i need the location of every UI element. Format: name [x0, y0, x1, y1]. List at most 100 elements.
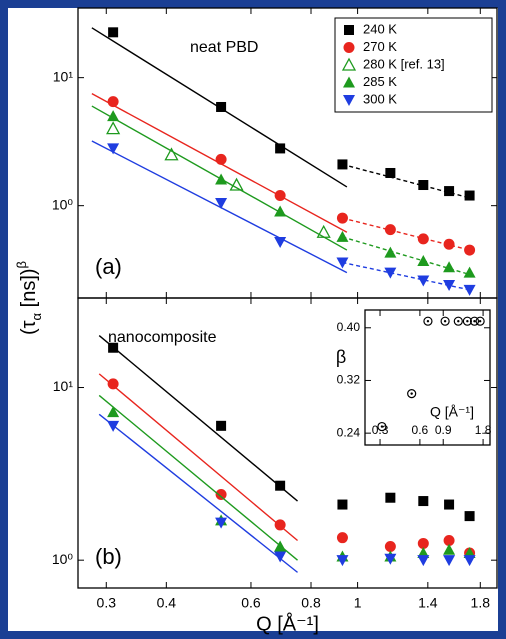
ring [377, 421, 387, 432]
marker [316, 224, 331, 238]
dot [478, 319, 482, 323]
x-tick-label: 0.3 [97, 595, 117, 611]
legend-marker [343, 76, 355, 88]
marker [384, 553, 397, 565]
marker [443, 555, 456, 567]
marker [384, 246, 397, 258]
y-tick-label: 0.32 [337, 373, 361, 387]
annotation: nanocomposite [108, 329, 217, 346]
legend-label: 300 K [363, 91, 397, 106]
marker [336, 257, 349, 269]
marker [418, 496, 429, 507]
marker [443, 535, 455, 547]
marker [274, 519, 286, 531]
x-tick-label: 0.6 [412, 423, 429, 437]
fit-line-dashed [342, 217, 470, 251]
marker [462, 316, 472, 326]
marker [423, 316, 433, 326]
y-label-part: [ns]) [18, 268, 40, 312]
marker [275, 480, 286, 491]
legend-marker [343, 42, 355, 53]
ring [453, 316, 463, 326]
marker [464, 511, 475, 522]
fit-line [91, 140, 348, 274]
legend-label: 280 K [ref. 13] [363, 56, 445, 71]
marker [274, 205, 287, 217]
marker [463, 266, 476, 278]
x-tick-label: 0.9 [435, 423, 452, 437]
marker [229, 177, 244, 191]
marker [443, 280, 456, 292]
marker [418, 180, 429, 191]
marker [464, 190, 475, 201]
marker [107, 143, 120, 155]
marker [385, 492, 396, 503]
marker [377, 421, 387, 432]
marker [215, 153, 227, 165]
legend-marker [344, 25, 354, 35]
marker [469, 316, 480, 326]
x-tick-label: 1.8 [471, 595, 491, 611]
marker [337, 499, 348, 510]
ring [469, 316, 480, 326]
annotation: neat PBD [190, 39, 258, 56]
legend-label: 240 K [363, 21, 397, 36]
marker [337, 159, 348, 170]
x-tick-label: 1.8 [475, 423, 492, 437]
marker [215, 517, 228, 529]
marker [475, 316, 485, 326]
y-tick-label: 10⁰ [52, 551, 74, 567]
marker [274, 237, 287, 249]
y-label: (τα [ns])β [14, 261, 44, 335]
legend-marker [343, 95, 355, 106]
ring [462, 316, 472, 326]
marker [107, 378, 119, 390]
marker [164, 147, 179, 161]
dot [443, 319, 447, 323]
x-tick-label: 0.6 [241, 595, 261, 611]
legend [334, 17, 493, 113]
marker [440, 316, 450, 326]
marker [274, 551, 287, 563]
marker [215, 197, 228, 209]
legend-label: 270 K [363, 39, 397, 54]
y-tick-label: 10¹ [53, 68, 74, 84]
fit-line-dashed [342, 236, 470, 276]
marker [464, 244, 476, 256]
inset-x-label: Q [Å⁻¹] [430, 404, 474, 420]
marker [444, 499, 455, 510]
dot [426, 319, 430, 323]
y-tick-label: 10¹ [53, 378, 74, 394]
panel-label: (a) [95, 254, 122, 279]
marker [463, 284, 476, 296]
x-tick-label: 1.4 [418, 595, 438, 611]
marker [274, 540, 287, 552]
marker [443, 543, 456, 555]
y-label-part: α [29, 312, 44, 320]
marker [107, 420, 120, 432]
marker [215, 489, 227, 501]
fit-line [98, 335, 298, 502]
axes-box [77, 297, 498, 589]
x-tick-label: 0.8 [301, 595, 321, 611]
marker [417, 555, 430, 567]
fit-line [98, 394, 298, 561]
marker [385, 167, 396, 178]
marker [107, 96, 119, 108]
inset-bg [365, 310, 490, 445]
marker [417, 275, 430, 287]
y-tick-label: 10⁰ [52, 196, 74, 212]
inset-y-label: β [336, 347, 346, 367]
ring [423, 316, 433, 326]
y-label-part: β [14, 261, 29, 268]
x-tick-label: 1 [354, 595, 362, 611]
y-tick-label: 0.40 [337, 320, 361, 334]
marker [417, 233, 429, 245]
axes-box [364, 309, 491, 446]
x-label: Q [Å⁻¹] [256, 612, 319, 635]
y-label-part: (τ [18, 320, 40, 335]
marker [215, 173, 228, 185]
marker [107, 406, 120, 418]
ring [475, 316, 485, 326]
